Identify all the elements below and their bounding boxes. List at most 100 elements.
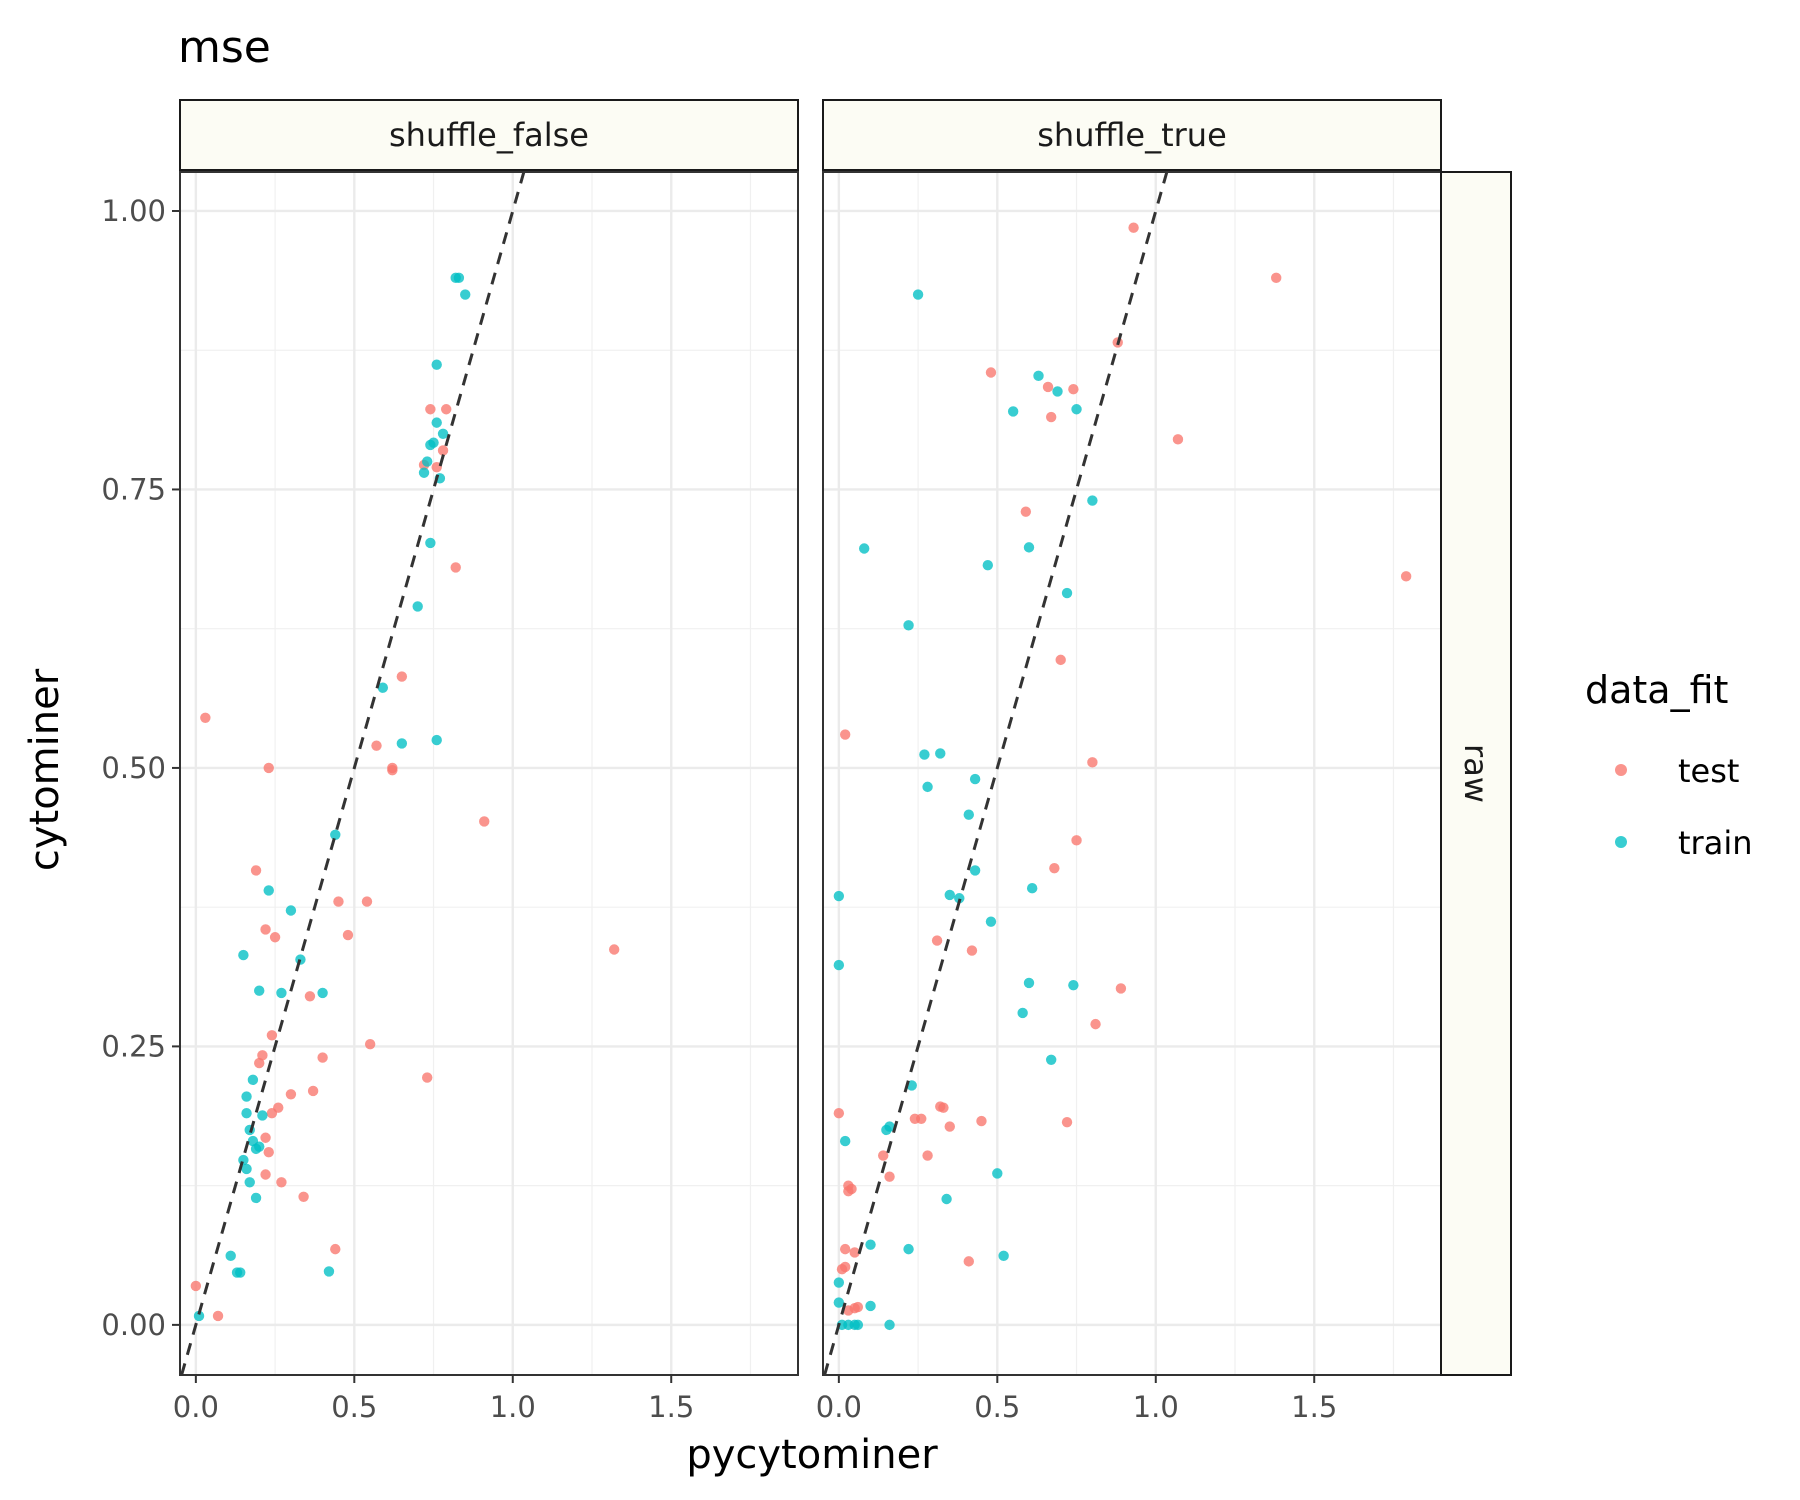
data-point-test xyxy=(200,712,211,724)
data-point-train xyxy=(257,1110,268,1121)
data-point-test xyxy=(450,562,461,573)
data-point-train xyxy=(1045,1054,1057,1065)
data-point-test xyxy=(254,1057,265,1069)
x-tick-label: 1.0 xyxy=(1133,1390,1179,1424)
data-point-train xyxy=(919,749,930,760)
data-point-train xyxy=(1061,587,1073,599)
data-point-train xyxy=(247,1074,259,1086)
data-point-train xyxy=(1068,979,1079,991)
data-point-train xyxy=(193,1310,205,1322)
data-point-test xyxy=(250,865,262,876)
data-point-test xyxy=(944,1121,955,1132)
data-point-train xyxy=(922,781,933,793)
legend-key-train xyxy=(1615,836,1627,848)
data-point-test xyxy=(1020,506,1032,517)
data-point-train xyxy=(254,985,265,996)
legend-title: data_fit xyxy=(1585,668,1728,712)
data-point-test xyxy=(387,764,398,776)
data-point-test xyxy=(963,1256,974,1267)
data-point-train xyxy=(963,809,974,820)
data-point-train xyxy=(263,885,274,896)
x-tick-label: 0.0 xyxy=(173,1390,219,1424)
data-point-train xyxy=(954,893,965,904)
data-point-test xyxy=(916,1113,927,1125)
data-point-train xyxy=(431,359,442,370)
x-tick-label: 0.0 xyxy=(816,1390,862,1424)
data-point-test xyxy=(425,404,436,415)
data-point-test xyxy=(257,1050,268,1061)
data-point-train xyxy=(998,1250,1009,1262)
facet-strip-label: shuffle_false xyxy=(389,116,589,154)
data-point-train xyxy=(833,1297,845,1308)
facet-strip xyxy=(822,99,1442,171)
legend-label-test: test xyxy=(1678,752,1739,790)
data-point-test xyxy=(966,945,978,956)
data-point-test xyxy=(422,1072,433,1083)
y-tick-label: 1.00 xyxy=(101,194,166,228)
data-point-test xyxy=(371,740,382,751)
data-point-train xyxy=(396,738,408,749)
data-point-test xyxy=(304,991,316,1002)
row-strip-box xyxy=(1440,171,1512,1376)
data-point-test xyxy=(1172,434,1184,445)
data-point-train xyxy=(839,1135,851,1147)
data-point-test xyxy=(330,1243,341,1255)
x-tick-label: 0.5 xyxy=(974,1390,1020,1424)
data-point-test xyxy=(1061,1116,1073,1128)
data-point-test xyxy=(852,1301,864,1313)
data-point-train xyxy=(833,959,845,971)
panel-background xyxy=(180,172,798,1375)
data-point-train xyxy=(1026,883,1038,894)
data-point-test xyxy=(317,1052,328,1063)
data-point-train xyxy=(982,560,993,571)
data-point-test xyxy=(342,929,354,941)
data-point-train xyxy=(431,734,442,746)
panel-border xyxy=(179,171,799,1376)
data-point-test xyxy=(1045,411,1057,423)
facet-panel-shuffle_false: shuffle_false 0.0 0.5 1.0 1.5 0.00 0.25 0.50 0.7… xyxy=(101,99,799,1424)
data-point-train xyxy=(244,1177,255,1188)
data-point-test xyxy=(884,1171,895,1182)
data-point-train xyxy=(833,890,845,902)
data-point-test xyxy=(266,1030,278,1041)
data-point-train xyxy=(1023,977,1035,989)
data-point-test xyxy=(833,1108,845,1119)
data-point-train xyxy=(377,682,389,693)
data-point-train xyxy=(884,1319,895,1331)
data-point-test xyxy=(1087,757,1098,768)
data-point-test xyxy=(985,367,997,378)
data-point-train xyxy=(1087,495,1098,506)
data-point-test xyxy=(441,404,452,415)
data-point-train xyxy=(985,916,997,927)
data-point-test xyxy=(922,1150,933,1161)
facet-strip xyxy=(179,99,799,171)
facet-strip-label: shuffle_true xyxy=(1037,116,1227,154)
x-axis-title: pycytominer xyxy=(686,1432,938,1478)
data-point-test xyxy=(396,671,408,682)
data-point-test xyxy=(1068,384,1079,395)
data-point-train xyxy=(241,1091,252,1102)
data-point-test xyxy=(333,896,344,907)
data-point-test xyxy=(1049,862,1060,874)
data-point-test xyxy=(1071,835,1082,846)
data-point-train xyxy=(238,949,249,961)
panel-background xyxy=(823,172,1441,1375)
data-point-train xyxy=(865,1300,876,1312)
data-point-train xyxy=(418,467,430,478)
data-point-train xyxy=(969,865,981,876)
data-point-train xyxy=(241,1163,252,1175)
data-point-train xyxy=(254,1141,265,1152)
data-point-test xyxy=(1400,571,1412,582)
data-point-train xyxy=(235,1267,246,1278)
data-point-train xyxy=(437,428,449,439)
facet-row-strip: raw xyxy=(1440,171,1512,1376)
data-point-train xyxy=(225,1250,236,1262)
data-point-test xyxy=(839,1243,851,1255)
data-point-train xyxy=(884,1121,895,1132)
data-point-train xyxy=(859,543,870,554)
data-point-train xyxy=(323,1266,335,1277)
data-point-train xyxy=(852,1319,864,1331)
data-point-train xyxy=(903,620,914,631)
chart-title: mse xyxy=(178,22,271,73)
